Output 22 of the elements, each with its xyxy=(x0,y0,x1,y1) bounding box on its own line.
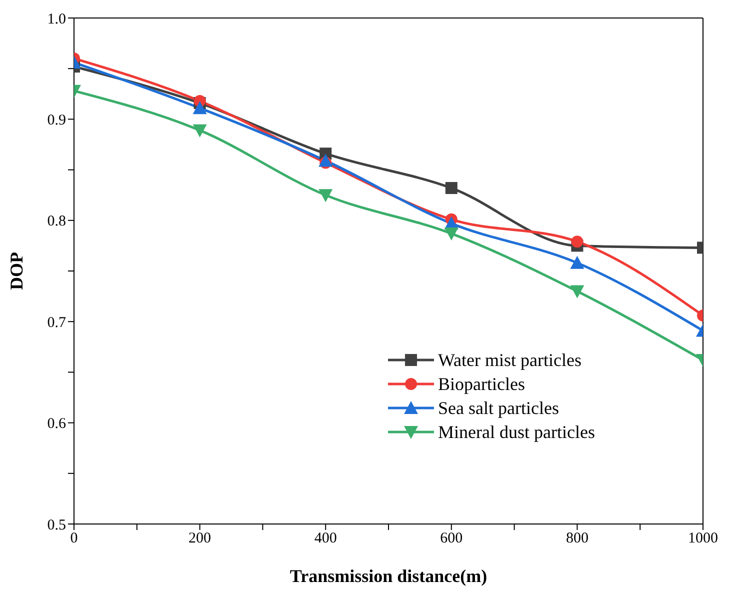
point xyxy=(318,189,333,202)
x-tick-label: 1000 xyxy=(688,530,718,547)
point xyxy=(445,182,458,194)
point xyxy=(444,228,458,241)
y-axis-title: DOP xyxy=(6,252,26,290)
y-tick-label: 0.9 xyxy=(47,112,66,129)
y-tick-label: 0.8 xyxy=(47,214,66,230)
legend-label: Sea salt particles xyxy=(438,398,559,418)
x-tick-label: 200 xyxy=(188,530,212,547)
x-tick-label: 800 xyxy=(566,530,588,547)
y-tick-label: 1.0 xyxy=(47,11,66,28)
x-tick-label: 400 xyxy=(314,530,337,547)
y-tick-label: 0.6 xyxy=(47,416,66,432)
legend-label: Mineral dust particles xyxy=(438,422,595,442)
legend-label: Bioparticles xyxy=(438,374,525,394)
x-tick-label: 600 xyxy=(440,530,463,547)
legend-label: Water mist particles xyxy=(438,350,582,370)
x-axis-title: Transmission distance(m) xyxy=(290,566,488,586)
x-tick-label: 0 xyxy=(70,530,78,547)
point xyxy=(318,154,333,167)
y-tick-label: 0.5 xyxy=(47,517,66,534)
y-tick-label: 0.7 xyxy=(47,314,66,331)
